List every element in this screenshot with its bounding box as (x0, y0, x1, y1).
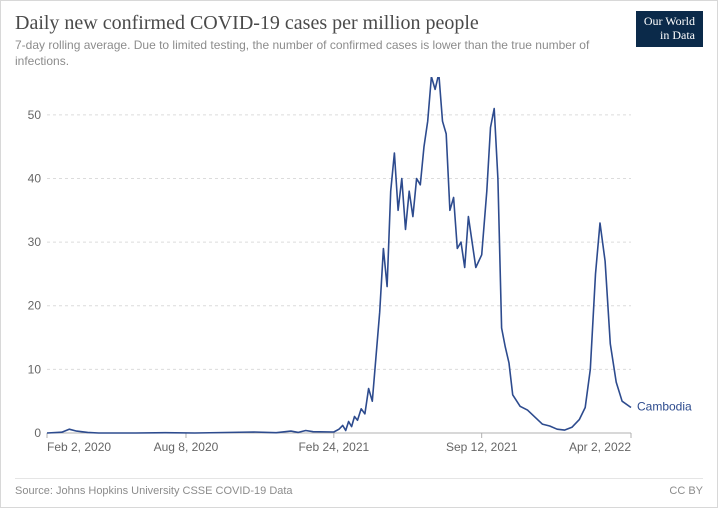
y-axis-tick-label: 0 (34, 426, 41, 440)
chart-subtitle: 7-day rolling average. Due to limited te… (15, 37, 595, 69)
x-axis-tick-label: Feb 24, 2021 (298, 440, 369, 454)
chart-plot-area: 0 10 20 30 40 50 Feb 2, 2020 Aug 8, 2020 Feb 24,… (15, 77, 705, 457)
y-axis-tick-label: 10 (28, 362, 42, 376)
chart-source: Source: Johns Hopkins University CSSE CO… (15, 485, 293, 497)
x-axis-tick-label: Aug 8, 2020 (154, 440, 219, 454)
series-label: Cambodia (637, 400, 692, 414)
x-axis-tick-label: Sep 12, 2021 (446, 440, 518, 454)
y-axis-tick-label: 30 (28, 235, 42, 249)
owid-logo-badge: Our World in Data (636, 11, 703, 47)
y-axis-tick-label: 40 (28, 171, 42, 185)
series-line-cambodia (47, 77, 631, 433)
chart-license: CC BY (669, 485, 703, 497)
chart-footer: Source: Johns Hopkins University CSSE CO… (15, 478, 703, 497)
x-axis-tick-label: Apr 2, 2022 (569, 440, 631, 454)
y-axis-tick-label: 50 (28, 108, 42, 122)
chart-title: Daily new confirmed COVID-19 cases per m… (15, 11, 703, 35)
chart-frame: Daily new confirmed COVID-19 cases per m… (0, 0, 718, 508)
owid-logo-line-2: in Data (644, 29, 695, 43)
chart-header: Daily new confirmed COVID-19 cases per m… (15, 11, 703, 69)
owid-logo-line-1: Our World (644, 15, 695, 29)
y-axis-tick-label: 20 (28, 299, 42, 313)
x-axis-tick-label: Feb 2, 2020 (47, 440, 111, 454)
